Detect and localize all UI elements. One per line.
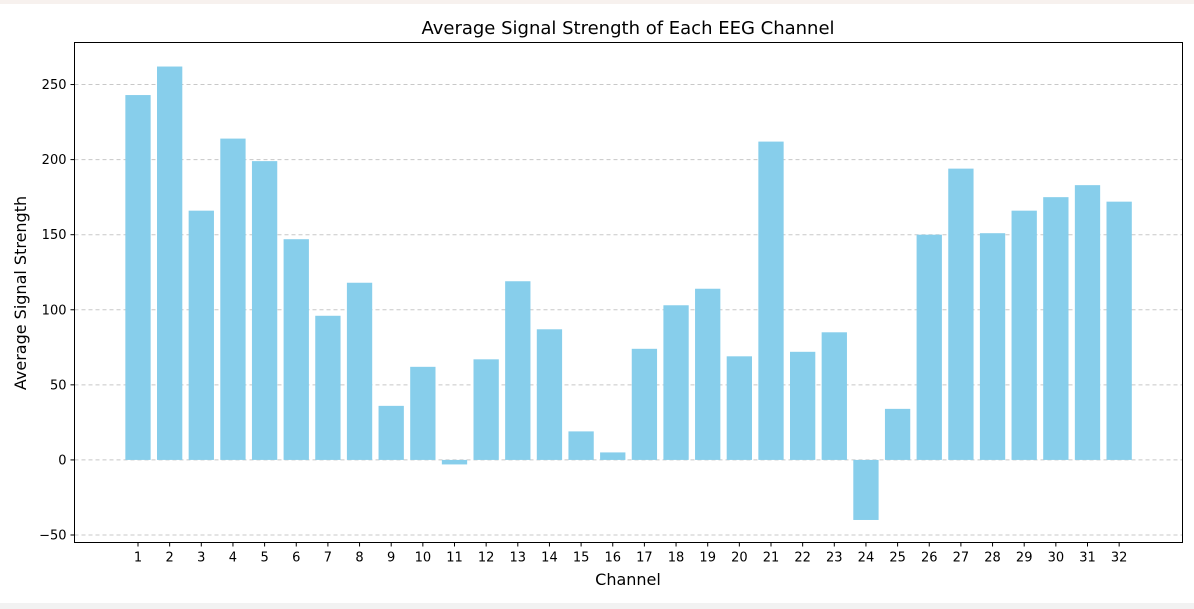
x-tick-label: 11 [446,551,463,566]
bars [125,66,1132,520]
x-tick-label: 19 [699,551,716,566]
x-tick-label: 6 [292,551,300,566]
bar-channel-13 [505,281,531,460]
bar-channel-4 [220,138,246,460]
bar-channel-2 [157,66,183,460]
x-tick-label: 1 [134,551,142,566]
x-tick-label: 3 [197,551,205,566]
bar-channel-29 [1011,210,1037,460]
x-tick-label: 12 [478,551,495,566]
y-tick-label: 150 [42,228,67,243]
x-tick-label: 17 [636,551,653,566]
bar-channel-21 [758,141,784,460]
bar-channel-5 [251,161,278,460]
bar-channel-23 [821,332,847,460]
bar-channel-27 [948,168,974,460]
x-tick-label: 10 [415,551,432,566]
bar-channel-8 [346,282,373,460]
x-tick-label: 29 [1016,551,1033,566]
bar-channel-15 [568,431,594,460]
bar-channel-30 [1043,197,1069,460]
bar-channel-25 [884,408,911,460]
bar-channel-20 [726,356,752,460]
bar-channel-11 [441,459,468,465]
bar-channel-1 [125,95,151,460]
y-tick-label: 250 [42,78,67,93]
bar-channel-31 [1074,185,1101,460]
x-tick-label: 4 [229,551,237,566]
bar-channel-6 [283,239,309,460]
x-tick-label: 13 [510,551,527,566]
x-tick-label: 32 [1111,551,1128,566]
x-tick-label: 5 [260,551,268,566]
bar-channel-7 [315,315,341,460]
x-tick-label: 25 [889,551,906,566]
x-tick-label: 21 [763,551,780,566]
plot-frame [74,42,1183,543]
x-tick-label: 2 [166,551,174,566]
bar-channel-19 [695,288,721,460]
bar-channel-26 [916,234,942,460]
x-tick-label: 22 [794,551,811,566]
y-ticks: −50 0 50 100 150 200 250 [39,78,75,543]
x-tick-label: 30 [1048,551,1065,566]
y-tick-label: 100 [42,303,67,318]
bar-channel-32 [1106,201,1132,460]
bar-channel-17 [631,348,658,460]
bar-channel-16 [600,452,626,460]
bar-channel-22 [790,351,816,460]
x-tick-label: 8 [355,551,363,566]
y-tick-label: 0 [58,453,66,468]
x-tick-label: 15 [573,551,590,566]
x-tick-label: 18 [668,551,685,566]
x-tick-label: 28 [984,551,1001,566]
x-axis-label: Channel [595,570,661,589]
bar-channel-28 [979,233,1006,460]
x-tick-label: 27 [953,551,970,566]
bar-channel-24 [853,459,879,520]
x-tick-label: 14 [541,551,558,566]
x-tick-label: 31 [1079,551,1096,566]
bar-channel-9 [378,405,404,460]
y-tick-label: 50 [50,378,67,393]
bar-channel-10 [410,366,436,460]
y-axis-label: Average Signal Strength [11,196,30,390]
x-tick-label: 9 [387,551,395,566]
x-tick-label: 7 [324,551,332,566]
chart-title: Average Signal Strength of Each EEG Chan… [421,18,834,39]
x-tick-label: 20 [731,551,748,566]
bar-channel-3 [188,210,214,460]
x-tick-label: 26 [921,551,938,566]
y-tick-label: 200 [42,153,67,168]
y-tick-label: −50 [39,528,66,543]
bottom-strip [0,603,1194,609]
x-tick-label: 24 [858,551,875,566]
x-ticks: 1 2 3 4 5 6 7 8 9 10 11 12 13 14 15 16 17 18 19 20 21 22 23 24 2… [134,542,1128,566]
bar-channel-14 [536,329,563,460]
x-tick-label: 16 [604,551,621,566]
x-tick-label: 23 [826,551,843,566]
bar-channel-18 [663,305,689,460]
bar-channel-12 [473,359,499,460]
top-strip [0,0,1194,4]
